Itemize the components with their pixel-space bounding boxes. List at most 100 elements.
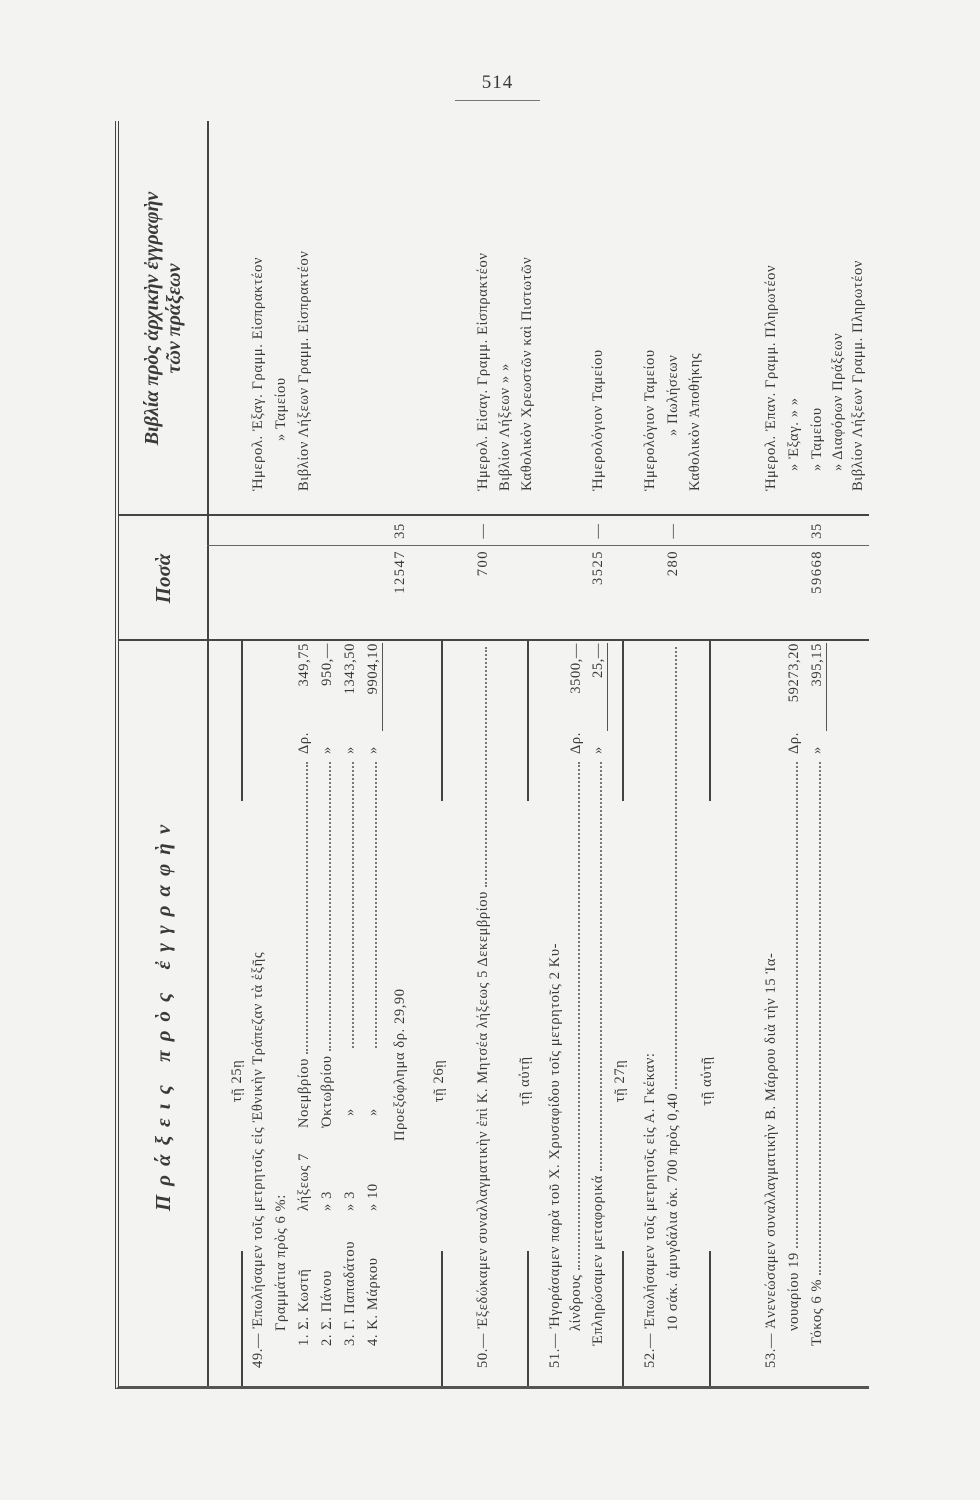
entry-date: τῇ 26ῃ bbox=[430, 1059, 447, 1102]
total-decimal: 35 bbox=[391, 522, 408, 539]
entry-date: τῇ 27ῃ bbox=[611, 1059, 628, 1102]
entry-text: Γραμμάτια πρὸς 6 %: bbox=[272, 1193, 289, 1331]
entry-text: 49.— Ἐπωλήσαμεν τοῖς μετρητοῖς εἰς Ἐθνικ… bbox=[249, 951, 266, 1368]
book-entry: » Διαφόρων Πράξεων bbox=[829, 332, 846, 471]
header-books-line1: Βιβλία πρὸς ἀρχικὴν ἐγγραφὴν bbox=[140, 191, 163, 445]
entry-text: 51.— Ἠγοράσαμεν παρὰ τοῦ Χ. Χρυσαφίδου τ… bbox=[546, 942, 563, 1368]
book-entry: Βιβλίον Λήξεων » » bbox=[496, 362, 513, 491]
bill-item: 4. Κ. Μάρκου » 10 » » 9904,10 bbox=[364, 121, 385, 1386]
entry-text: 50.— Ἐξεδώκαμεν συναλλαγματικὴν ἐπὶ Κ. Μ… bbox=[474, 890, 491, 1368]
entry-text: Τόκος 6 % bbox=[808, 1278, 825, 1346]
entry-51-line: 51.— Ἠγοράσαμεν παρὰ τοῦ Χ. Χρυσαφίδου τ… bbox=[547, 121, 567, 1386]
entry-text: νουαρίου 19 bbox=[785, 1251, 802, 1331]
page-number: 514 bbox=[481, 72, 514, 93]
total-amount: 12547 bbox=[391, 549, 408, 594]
total-amount: 700 bbox=[474, 549, 491, 576]
currency: Δρ. bbox=[567, 731, 584, 754]
bill-term: » 3 bbox=[341, 1190, 358, 1211]
total-amount: 59668 bbox=[808, 549, 825, 594]
entry-53-line: Τόκος 6 % » 395,15 59668 35 » Ταμείου bbox=[808, 121, 829, 1386]
dot-leader bbox=[674, 646, 677, 1089]
book-entry: Βιβλίον Λήξεων Γραμμ. Πληρωτέον bbox=[849, 259, 866, 491]
dot-leader bbox=[305, 761, 308, 1054]
amount: 9904,10 bbox=[364, 642, 383, 731]
bill-name: 4. Κ. Μάρκου bbox=[364, 1256, 381, 1346]
book-entry: » Ἐξαγ. » » bbox=[785, 396, 802, 471]
bill-month: » bbox=[364, 1107, 381, 1116]
entry-text: 52.— Ἐπωλήσαμεν τοῖς μετρητοῖς εἰς Α. Γκ… bbox=[641, 1051, 658, 1368]
book-entry: Ἡμερολ. Ἐπαν. Γραμμ. Πληρωτέον bbox=[762, 264, 779, 491]
dot-leader bbox=[577, 761, 580, 1270]
header-books: Βιβλία πρὸς ἀρχικὴν ἐγγραφὴν τῶν πράξεων bbox=[118, 120, 209, 516]
header-amounts: Ποσὰ bbox=[118, 515, 209, 641]
book-entry: » Πωλήσεων bbox=[664, 354, 681, 436]
header-actions: Πράξεις πρὸς ἐγγραφὴν bbox=[118, 640, 209, 1386]
entry-text: 53.— Ἀνενεώσαμεν συναλλαγματικὴν Β. Μάρρ… bbox=[762, 952, 779, 1368]
entry-51-date-line: τῇ αὐτῇ bbox=[517, 121, 537, 1386]
bill-item: 3. Γ. Παπαδάτου » 3 » » 1343,50 bbox=[342, 121, 362, 1386]
amount: 1343,50 bbox=[341, 642, 358, 694]
bill-item: 2. Σ. Πάνου » 3 Ὀκτωβρίου » 950,— bbox=[319, 121, 339, 1386]
entry-date: τῇ αὐτῇ bbox=[698, 1055, 715, 1106]
entry-text: λίνδρους bbox=[567, 1273, 584, 1331]
currency: Δρ. bbox=[295, 731, 312, 754]
dot-leader bbox=[484, 646, 487, 887]
total-decimal: — bbox=[664, 522, 681, 539]
entry-text: Ἐπληρώσαμεν μεταφορικά bbox=[589, 1174, 606, 1346]
dot-leader bbox=[795, 761, 798, 1248]
entry-50-line: Βιβλίον Λήξεων » » bbox=[497, 121, 517, 1386]
total-decimal: — bbox=[589, 522, 606, 539]
bill-name: 2. Σ. Πάνου bbox=[318, 1269, 335, 1346]
entry-50-date-line: τῇ 26ῃ bbox=[431, 121, 451, 1386]
entry-53-line: » Διαφόρων Πράξεων bbox=[830, 121, 850, 1386]
discount-text: Προεξόφλημα δρ. 29,90 bbox=[391, 987, 408, 1141]
dot-leader bbox=[818, 761, 821, 1275]
dot-leader bbox=[374, 761, 377, 1048]
entry-date: τῇ 25ῃ bbox=[228, 1059, 245, 1102]
entry-53-date-line: τῇ αὐτῇ bbox=[699, 121, 719, 1386]
ledger-table: Πράξεις πρὸς ἐγγραφὴν Ποσὰ Βιβλία πρὸς ἀ… bbox=[114, 120, 870, 1389]
bill-month: Ὀκτωβρίου bbox=[318, 1055, 335, 1128]
entry-49-line: Γραμμάτια πρὸς 6 %: » Ταμείου bbox=[273, 121, 293, 1386]
bill-term: λήξεως 7 bbox=[295, 1152, 312, 1211]
currency: Δρ. bbox=[785, 731, 802, 754]
entry-text: 10 σάκ. ἀμυγδάλια ὀκ. 700 πρὸς 0,40 bbox=[664, 1092, 681, 1331]
bill-item: 1. Σ. Κωστῆ λήξεως 7 Νοεμβρίου Δρ. 349,7… bbox=[296, 121, 316, 1386]
total-amount: 280 bbox=[664, 549, 681, 576]
bill-month: Νοεμβρίου bbox=[295, 1057, 312, 1128]
currency: » bbox=[341, 745, 358, 754]
amount: 3500,— bbox=[567, 642, 584, 694]
bill-term: » 10 bbox=[364, 1182, 381, 1211]
header-books-line2: τῶν πράξεων bbox=[162, 262, 185, 374]
book-entry: Ἡμερολ. Εἰσαγ. Γραμμ. Εἰσπρακτέον bbox=[474, 252, 491, 491]
entry-53-line: 53.— Ἀνενεώσαμεν συναλλαγματικὴν Β. Μάρρ… bbox=[763, 121, 783, 1386]
amount: 25,— bbox=[589, 642, 608, 731]
entry-52-line: 52.— Ἐπωλήσαμεν τοῖς μετρητοῖς εἰς Α. Γκ… bbox=[642, 121, 662, 1386]
amount: 59273,20 bbox=[785, 642, 802, 702]
book-entry: Ἡμερολόγιον Ταμείου bbox=[641, 348, 658, 491]
dot-leader bbox=[351, 761, 354, 1048]
entry-49-total-line: Προεξόφλημα δρ. 29,90 12547 35 bbox=[392, 121, 412, 1386]
entry-52-line: 10 σάκ. ἀμυγδάλια ὀκ. 700 πρὸς 0,40 280 … bbox=[665, 121, 685, 1386]
dot-leader bbox=[599, 761, 602, 1171]
entry-53-line: νουαρίου 19 Δρ. 59273,20 » Ἐξαγ. » » bbox=[786, 121, 806, 1386]
amount: 349,75 bbox=[295, 642, 312, 686]
page-number-rule bbox=[455, 100, 540, 101]
currency: » bbox=[318, 745, 335, 754]
entry-date: τῇ αὐτῇ bbox=[516, 1055, 533, 1106]
bill-name: 1. Σ. Κωστῆ bbox=[295, 1268, 312, 1346]
entry-51-line: λίνδρους Δρ. 3500,— bbox=[568, 121, 588, 1386]
currency: » bbox=[808, 745, 825, 754]
entry-50-line: 50.— Ἐξεδώκαμεν συναλλαγματικὴν ἐπὶ Κ. Μ… bbox=[475, 121, 495, 1386]
bill-month: » bbox=[341, 1107, 358, 1116]
total-amount: 3525 bbox=[589, 549, 606, 585]
currency: » bbox=[364, 745, 381, 754]
total-decimal: 35 bbox=[808, 522, 825, 539]
entry-51-line: Ἐπληρώσαμεν μεταφορικά » 25,— 3525 — Ἡμε… bbox=[589, 121, 610, 1386]
entry-49-date-line: τῇ 25ῃ bbox=[229, 121, 249, 1386]
book-entry: » Ταμείου bbox=[272, 376, 289, 441]
entry-53-line: Βιβλίον Λήξεων Γραμμ. Πληρωτέον bbox=[850, 121, 870, 1386]
book-entry: Ἡμερολ. Ἐξαγ. Γραμμ. Εἰσπρακτέον bbox=[249, 256, 266, 491]
currency: » bbox=[589, 745, 606, 754]
amount: 395,15 bbox=[808, 642, 827, 731]
